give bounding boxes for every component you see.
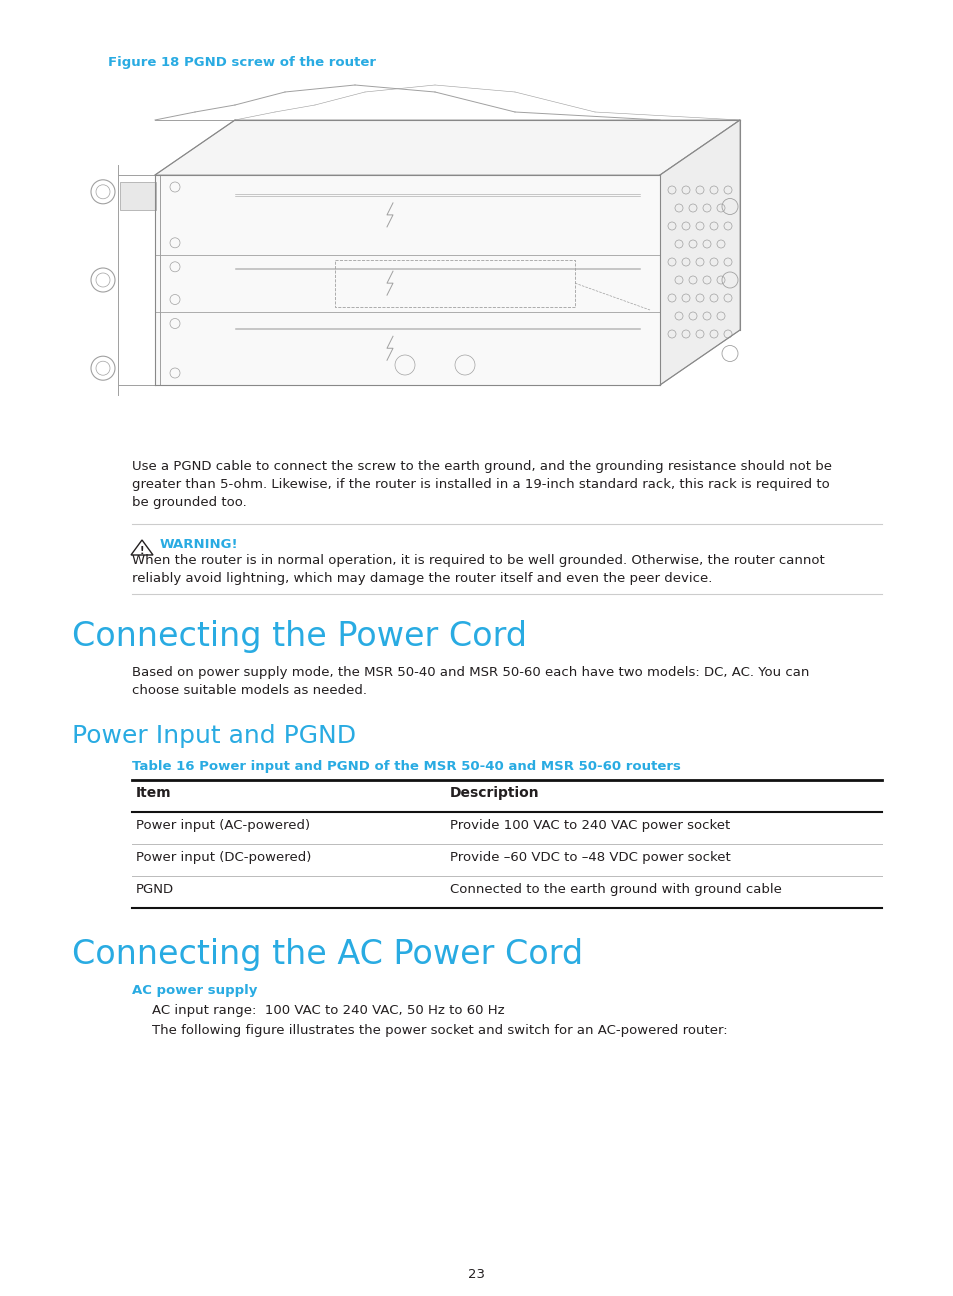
Text: 23: 23	[468, 1267, 485, 1280]
Text: greater than 5-ohm. Likewise, if the router is installed in a 19-inch standard r: greater than 5-ohm. Likewise, if the rou…	[132, 478, 829, 491]
Text: Provide 100 VAC to 240 VAC power socket: Provide 100 VAC to 240 VAC power socket	[450, 819, 729, 832]
Text: !: !	[139, 547, 144, 556]
Text: The following figure illustrates the power socket and switch for an AC-powered r: The following figure illustrates the pow…	[152, 1024, 727, 1037]
Polygon shape	[154, 175, 659, 385]
Text: Figure 18 PGND screw of the router: Figure 18 PGND screw of the router	[108, 56, 375, 69]
Text: Connecting the Power Cord: Connecting the Power Cord	[71, 619, 526, 653]
Text: Based on power supply mode, the MSR 50-40 and MSR 50-60 each have two models: DC: Based on power supply mode, the MSR 50-4…	[132, 666, 808, 679]
Text: Item: Item	[136, 785, 172, 800]
Text: Use a PGND cable to connect the screw to the earth ground, and the grounding res: Use a PGND cable to connect the screw to…	[132, 460, 831, 473]
Polygon shape	[659, 121, 740, 385]
Text: reliably avoid lightning, which may damage the router itself and even the peer d: reliably avoid lightning, which may dama…	[132, 572, 712, 584]
Text: AC input range:  100 VAC to 240 VAC, 50 Hz to 60 Hz: AC input range: 100 VAC to 240 VAC, 50 H…	[152, 1004, 504, 1017]
Text: choose suitable models as needed.: choose suitable models as needed.	[132, 684, 367, 697]
Bar	[120, 181, 156, 210]
Polygon shape	[154, 121, 740, 175]
Text: Power input (DC-powered): Power input (DC-powered)	[136, 851, 311, 864]
Text: be grounded too.: be grounded too.	[132, 496, 247, 509]
Text: Description: Description	[450, 785, 539, 800]
Text: WARNING!: WARNING!	[160, 538, 238, 551]
Text: Connecting the AC Power Cord: Connecting the AC Power Cord	[71, 938, 582, 971]
Text: Power Input and PGND: Power Input and PGND	[71, 724, 355, 748]
Text: Provide –60 VDC to –48 VDC power socket: Provide –60 VDC to –48 VDC power socket	[450, 851, 730, 864]
Text: Power input (AC-powered): Power input (AC-powered)	[136, 819, 310, 832]
Text: PGND: PGND	[136, 883, 174, 896]
Text: Table 16 Power input and PGND of the MSR 50-40 and MSR 50-60 routers: Table 16 Power input and PGND of the MSR…	[132, 759, 680, 772]
Text: When the router is in normal operation, it is required to be well grounded. Othe: When the router is in normal operation, …	[132, 553, 824, 568]
Text: AC power supply: AC power supply	[132, 984, 257, 997]
Text: Connected to the earth ground with ground cable: Connected to the earth ground with groun…	[450, 883, 781, 896]
